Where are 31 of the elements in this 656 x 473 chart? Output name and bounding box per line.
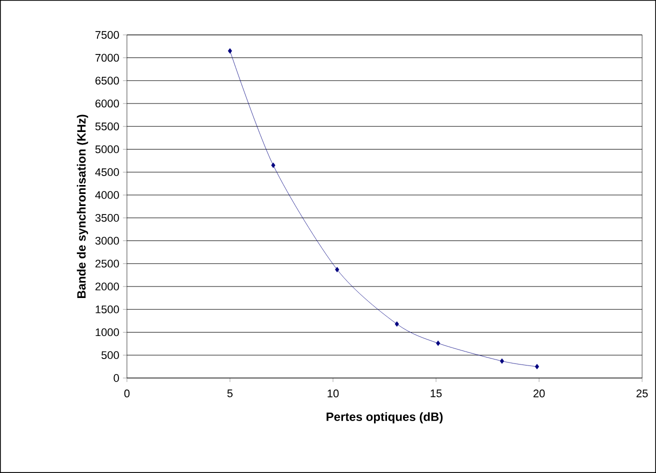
y-tick-label: 2000 [95,282,119,290]
point [436,340,440,346]
point [335,266,340,272]
y-tick-label: 7000 [95,54,119,62]
x-tick-label: 25 [636,390,648,398]
y-tick-label: 0 [114,374,119,382]
y-tick-label: 7500 [95,31,119,39]
y-tick-label: 5000 [95,145,119,154]
y-tick-label: 5500 [95,122,119,130]
y-tick-label: 1000 [96,328,119,336]
x-axis-title: Pertes optiques (dB) [326,412,443,424]
point [271,162,276,168]
x-tick-label: 10 [328,390,339,398]
y-tick-label: 500 [101,351,119,360]
x-tick-label: 15 [430,390,442,398]
y-tick-label: 6500 [95,76,119,85]
y-axis-title: Bande de synchronisation (KHz) [76,114,88,298]
y-tick-label: 3000 [95,236,119,245]
y-tick-label: 4000 [95,191,119,199]
y-tick-label: 4500 [95,168,119,176]
x-tick-label: 5 [227,390,233,398]
y-tick-label: 2500 [95,260,119,268]
y-tick-label: 1500 [96,306,119,314]
x-tick-label: 0 [124,390,130,398]
point [394,321,399,327]
y-tick-label: 6000 [95,100,119,108]
y-tick-label: 3500 [95,214,119,222]
point [500,358,504,364]
x-tick-label: 20 [534,390,545,398]
point [534,364,540,370]
point [228,48,232,54]
